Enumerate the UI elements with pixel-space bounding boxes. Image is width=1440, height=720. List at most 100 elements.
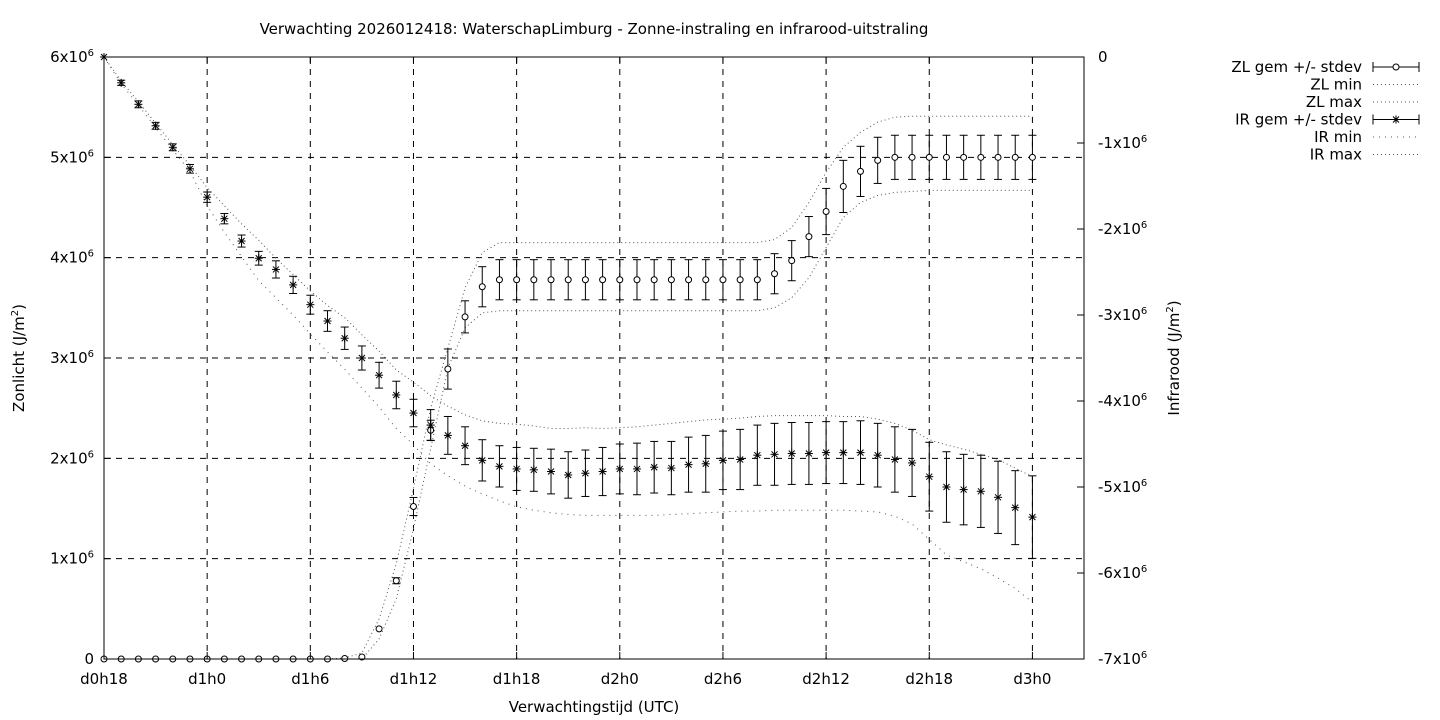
data-point-zl — [788, 257, 796, 265]
data-point-ir — [512, 464, 521, 473]
data-point-ir — [1011, 503, 1020, 512]
data-point-ir — [426, 421, 435, 430]
data-point-zl — [444, 365, 452, 373]
data-point-zl — [753, 276, 761, 284]
data-point-zl — [891, 153, 899, 161]
data-point-zl — [564, 276, 572, 284]
y2-tick-label: -6x106 — [1098, 564, 1147, 582]
data-point-ir — [908, 458, 917, 467]
data-point-ir — [117, 78, 126, 87]
data-point-ir — [994, 493, 1003, 502]
data-point-ir — [151, 121, 160, 130]
data-point-ir — [925, 472, 934, 481]
data-point-ir — [409, 409, 418, 418]
data-point-ir — [547, 467, 556, 476]
y2-tick-labels: 0 -1x106 -2x106 -3x106 -4x106 -5x106 -6x106 -7x… — [1098, 48, 1147, 668]
series-line-1 — [104, 189, 1033, 660]
data-point-zl — [994, 153, 1002, 161]
data-point-zl — [375, 625, 383, 633]
y2-tick-label: -3x106 — [1098, 306, 1147, 324]
data-point-ir — [822, 448, 831, 457]
data-point-zl — [409, 502, 417, 510]
y2-tick-label: -1x106 — [1098, 134, 1147, 152]
data-point-ir — [839, 448, 848, 457]
data-point-ir — [942, 483, 951, 491]
legend-marker-ir — [1392, 115, 1400, 124]
data-point-ir — [461, 441, 470, 450]
data-point-ir — [684, 460, 693, 469]
y-tick-labels: 0 1x106 2x106 3x106 4x106 5x106 6x106 — [50, 48, 94, 668]
y2-tick-label: -7x106 — [1098, 650, 1147, 668]
data-point-ir — [220, 214, 229, 223]
data-point-zl — [685, 276, 693, 284]
data-point-ir — [787, 449, 796, 458]
data-point-ir — [959, 485, 968, 494]
series-line-5 — [103, 56, 1033, 478]
data-point-zl — [977, 153, 985, 161]
data-point-zl — [633, 276, 641, 284]
data-point-zl — [822, 208, 830, 216]
y-tick-label: 4x106 — [50, 249, 94, 267]
data-point-ir — [650, 463, 659, 472]
data-point-ir — [564, 470, 573, 479]
legend-key-errorbar — [1372, 114, 1420, 125]
data-point-zl — [547, 276, 555, 284]
data-point-ir — [736, 455, 745, 464]
legend-label: IR min — [1314, 128, 1362, 146]
data-point-ir — [667, 464, 676, 473]
data-point-zl — [358, 653, 366, 661]
x-tick-label: d3h0 — [1013, 670, 1051, 688]
data-point-zl — [719, 276, 727, 284]
data-point-ir — [306, 300, 315, 309]
x-tick-label: d0h18 — [80, 670, 128, 688]
data-point-ir — [856, 448, 865, 457]
data-point-ir — [529, 465, 538, 474]
data-point-zl — [925, 153, 933, 161]
data-point-ir — [890, 455, 899, 464]
data-point-zl — [581, 276, 589, 284]
y-tick-label: 1x106 — [50, 550, 94, 568]
y2-tick-label: 0 — [1098, 48, 1108, 66]
legend-label: IR max — [1310, 146, 1362, 164]
data-point-ir — [237, 237, 246, 246]
y-axis-label: Zonlicht (J/m2) — [10, 304, 28, 412]
data-point-ir — [804, 449, 813, 458]
data-point-ir — [185, 164, 194, 173]
data-point-zl — [1011, 153, 1019, 161]
data-point-ir — [753, 451, 762, 460]
x-tick-label: d1h18 — [493, 670, 541, 688]
data-point-ir — [392, 390, 401, 399]
data-point-zl — [495, 276, 503, 284]
data-point-zl — [960, 153, 968, 161]
data-point-ir — [615, 464, 624, 473]
y-tick-label: 2x106 — [50, 449, 94, 467]
axis-ticks — [103, 56, 1084, 660]
data-point-zl — [771, 270, 779, 278]
data-point-ir — [203, 193, 212, 202]
data-point-ir — [357, 354, 366, 362]
x-tick-label: d1h6 — [291, 670, 329, 688]
data-point-zl — [461, 313, 469, 321]
data-point-ir — [632, 464, 641, 473]
data-point-zl — [908, 153, 916, 161]
data-point-ir — [134, 100, 143, 109]
data-point-ir — [375, 371, 384, 380]
data-point-ir — [976, 487, 985, 496]
x-tick-label: d2h0 — [601, 670, 639, 688]
data-point-ir — [168, 143, 177, 152]
data-point-zl — [650, 276, 658, 284]
legend-key-errorbar — [1372, 62, 1420, 72]
data-point-zl — [667, 276, 675, 284]
y-tick-label: 3x106 — [50, 349, 94, 367]
data-point-zl — [530, 276, 538, 284]
data-point-ir — [271, 265, 280, 274]
data-point-ir — [873, 451, 882, 460]
x-tick-label: d2h12 — [802, 670, 850, 688]
y-tick-label: 0 — [84, 650, 94, 668]
data-point-zl — [702, 276, 710, 284]
y2-tick-label: -2x106 — [1098, 220, 1147, 238]
data-point-ir — [323, 317, 332, 326]
data-point-zl — [513, 276, 521, 284]
data-point-zl — [616, 276, 624, 284]
